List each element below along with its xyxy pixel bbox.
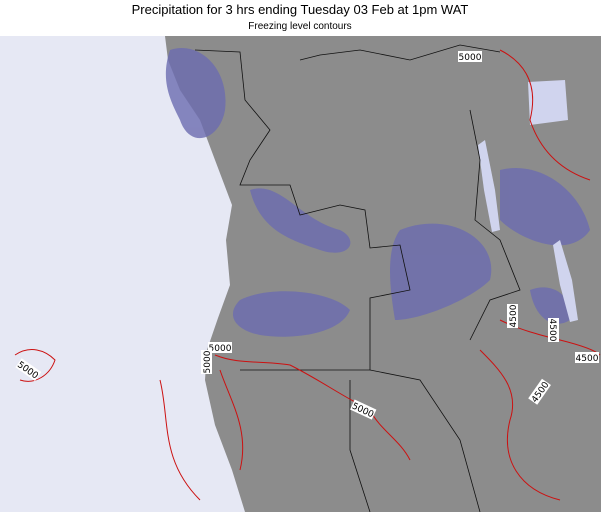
borders — [194, 44, 521, 512]
header-band — [0, 0, 601, 36]
subtitle: Freezing level contours — [248, 21, 351, 32]
label-box — [15, 358, 42, 381]
lake — [528, 80, 568, 125]
land — [165, 36, 601, 512]
title: Precipitation for 3 hrs ending Tuesday 0… — [132, 2, 469, 17]
label-box — [208, 342, 232, 353]
contour-label: 4500 — [509, 304, 519, 327]
label-box — [458, 51, 482, 62]
contour-label: 5000 — [209, 344, 232, 354]
contour-label: 4500 — [576, 354, 599, 364]
lake — [553, 240, 578, 322]
contour-labels: 5000 5000 5000 5000 5000 4500 4500 4500 … — [15, 51, 599, 420]
label-box — [350, 399, 377, 420]
contours — [14, 49, 601, 501]
contour-label: 5000 — [203, 350, 213, 373]
label-box — [528, 378, 551, 405]
label-box — [201, 350, 212, 374]
label-box — [507, 304, 518, 328]
label-box — [548, 318, 559, 342]
precipitation — [165, 48, 590, 337]
contour-label: 4500 — [547, 319, 557, 342]
label-box — [575, 352, 599, 363]
contour-label: 5000 — [459, 53, 482, 63]
lake — [478, 140, 500, 232]
